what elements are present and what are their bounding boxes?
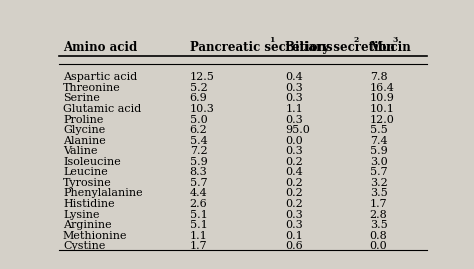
Text: 0.0: 0.0 <box>285 136 303 146</box>
Text: 2.8: 2.8 <box>370 210 387 220</box>
Text: Glycine: Glycine <box>63 125 105 135</box>
Text: 0.6: 0.6 <box>285 241 303 251</box>
Text: 5.5: 5.5 <box>370 125 387 135</box>
Text: Cystine: Cystine <box>63 241 105 251</box>
Text: 1.7: 1.7 <box>370 199 387 209</box>
Text: 0.3: 0.3 <box>285 146 303 156</box>
Text: 6.9: 6.9 <box>190 93 208 103</box>
Text: Methionine: Methionine <box>63 231 128 241</box>
Text: 5.7: 5.7 <box>370 167 387 177</box>
Text: 1.7: 1.7 <box>190 241 207 251</box>
Text: 16.4: 16.4 <box>370 83 394 93</box>
Text: 5.2: 5.2 <box>190 83 208 93</box>
Text: 0.2: 0.2 <box>285 178 303 188</box>
Text: 3.5: 3.5 <box>370 189 387 199</box>
Text: Amino acid: Amino acid <box>63 41 137 54</box>
Text: 3.2: 3.2 <box>370 178 387 188</box>
Text: 5.1: 5.1 <box>190 210 208 220</box>
Text: 10.1: 10.1 <box>370 104 394 114</box>
Text: Aspartic acid: Aspartic acid <box>63 72 137 82</box>
Text: Pancreatic secretions: Pancreatic secretions <box>190 41 332 54</box>
Text: 5.4: 5.4 <box>190 136 208 146</box>
Text: 0.3: 0.3 <box>285 220 303 230</box>
Text: 5.7: 5.7 <box>190 178 207 188</box>
Text: 8.3: 8.3 <box>190 167 208 177</box>
Text: 6.2: 6.2 <box>190 125 208 135</box>
Text: 0.3: 0.3 <box>285 115 303 125</box>
Text: 3: 3 <box>392 36 398 44</box>
Text: 12.0: 12.0 <box>370 115 394 125</box>
Text: 7.2: 7.2 <box>190 146 207 156</box>
Text: Biliary secretion: Biliary secretion <box>285 41 395 54</box>
Text: Isoleucine: Isoleucine <box>63 157 121 167</box>
Text: Lysine: Lysine <box>63 210 100 220</box>
Text: Mucin: Mucin <box>370 41 411 54</box>
Text: 5.9: 5.9 <box>370 146 387 156</box>
Text: 2.6: 2.6 <box>190 199 208 209</box>
Text: 95.0: 95.0 <box>285 125 310 135</box>
Text: 5.1: 5.1 <box>190 220 208 230</box>
Text: Serine: Serine <box>63 93 100 103</box>
Text: 0.2: 0.2 <box>285 157 303 167</box>
Text: 0.3: 0.3 <box>285 83 303 93</box>
Text: 0.1: 0.1 <box>285 231 303 241</box>
Text: 0.3: 0.3 <box>285 210 303 220</box>
Text: Threonine: Threonine <box>63 83 121 93</box>
Text: 0.2: 0.2 <box>285 189 303 199</box>
Text: Leucine: Leucine <box>63 167 108 177</box>
Text: 2: 2 <box>353 36 358 44</box>
Text: Glutamic acid: Glutamic acid <box>63 104 141 114</box>
Text: 0.4: 0.4 <box>285 167 303 177</box>
Text: Phenylalanine: Phenylalanine <box>63 189 143 199</box>
Text: 3.0: 3.0 <box>370 157 387 167</box>
Text: 3.5: 3.5 <box>370 220 387 230</box>
Text: 0.0: 0.0 <box>370 241 387 251</box>
Text: 5.0: 5.0 <box>190 115 208 125</box>
Text: 0.8: 0.8 <box>370 231 387 241</box>
Text: 4.4: 4.4 <box>190 189 208 199</box>
Text: 5.9: 5.9 <box>190 157 208 167</box>
Text: 0.4: 0.4 <box>285 72 303 82</box>
Text: 0.3: 0.3 <box>285 93 303 103</box>
Text: 1.1: 1.1 <box>190 231 208 241</box>
Text: Histidine: Histidine <box>63 199 115 209</box>
Text: 12.5: 12.5 <box>190 72 215 82</box>
Text: 1: 1 <box>269 36 274 44</box>
Text: 1.1: 1.1 <box>285 104 303 114</box>
Text: Arginine: Arginine <box>63 220 111 230</box>
Text: Tyrosine: Tyrosine <box>63 178 112 188</box>
Text: 7.4: 7.4 <box>370 136 387 146</box>
Text: 0.2: 0.2 <box>285 199 303 209</box>
Text: 10.3: 10.3 <box>190 104 215 114</box>
Text: 10.9: 10.9 <box>370 93 394 103</box>
Text: Proline: Proline <box>63 115 103 125</box>
Text: Valine: Valine <box>63 146 98 156</box>
Text: 7.8: 7.8 <box>370 72 387 82</box>
Text: Alanine: Alanine <box>63 136 106 146</box>
